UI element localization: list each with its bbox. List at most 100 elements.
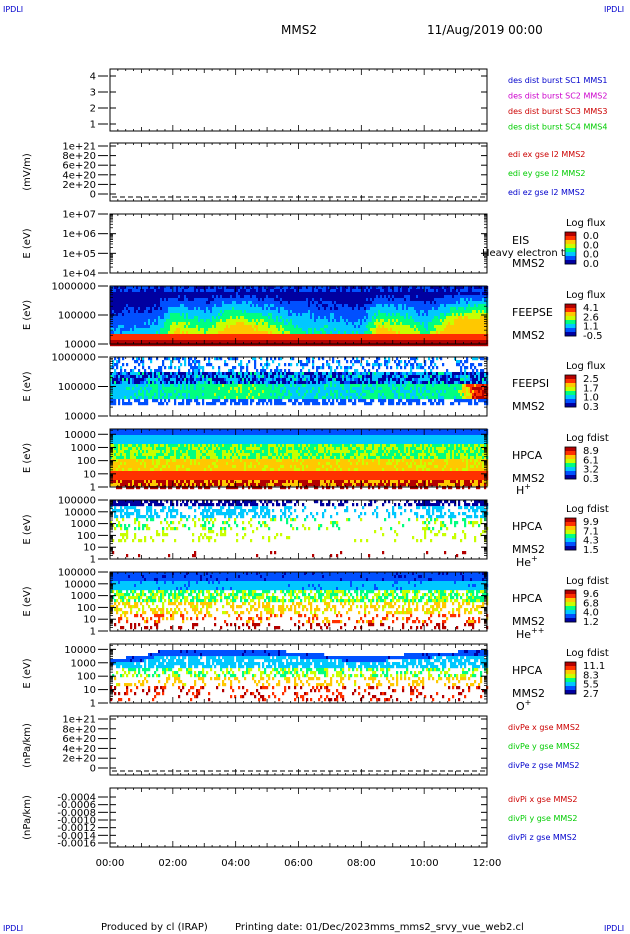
spectrogram-cell	[256, 307, 259, 311]
spectrogram-cell	[164, 366, 167, 370]
spectrogram-cell	[164, 387, 167, 391]
spectrogram-cell	[346, 340, 349, 344]
spectrogram-cell	[418, 286, 421, 290]
spectrogram-cell	[428, 331, 431, 335]
spectrogram-cell	[144, 316, 147, 320]
spectrogram-cell	[134, 331, 137, 335]
spectrogram-cell	[164, 328, 167, 332]
spectrogram-cell	[246, 289, 249, 293]
spectrogram-cell	[160, 396, 163, 400]
spectrogram-cell	[132, 378, 135, 382]
spectrogram-cell	[152, 334, 155, 338]
spectrogram-cell	[320, 295, 323, 299]
spectrogram-cell	[464, 292, 467, 296]
spectrogram-cell	[164, 331, 167, 335]
spectrogram-cell	[170, 343, 173, 347]
spectrogram-cell	[184, 298, 187, 302]
spectrogram-cell	[356, 322, 359, 326]
spectrogram-cell	[180, 343, 183, 347]
spectrogram-cell	[124, 289, 127, 293]
spectrogram-cell	[428, 328, 431, 332]
spectrogram-cell	[466, 322, 469, 326]
spectrogram-cell	[120, 319, 123, 323]
spectrogram-cell	[290, 319, 293, 323]
spectrogram-cell	[178, 393, 181, 397]
spectrogram-cell	[426, 298, 429, 302]
spectrogram-cell	[336, 289, 339, 293]
spectrogram-cell	[470, 310, 473, 314]
spectrogram-cell	[176, 396, 179, 400]
spectrogram-cell	[180, 378, 183, 382]
spectrogram-cell	[418, 334, 421, 338]
spectrogram-cell	[444, 295, 447, 299]
spectrogram-cell	[412, 295, 415, 299]
spectrogram-cell	[474, 337, 477, 341]
spectrogram-cell	[278, 337, 281, 341]
spectrogram-cell	[142, 298, 145, 302]
spectrogram-cell	[282, 313, 285, 317]
spectrogram-cell	[138, 313, 141, 317]
spectrogram-cell	[226, 316, 229, 320]
spectrogram-cell	[212, 316, 215, 320]
spectrogram-cell	[344, 301, 347, 305]
spectrogram-cell	[206, 298, 209, 302]
spectrogram-cell	[168, 372, 171, 376]
spectrogram-cell	[200, 378, 203, 382]
spectrogram-cell	[144, 340, 147, 344]
spectrogram-cell	[120, 381, 123, 385]
spectrogram-cell	[372, 340, 375, 344]
spectrogram-cell	[338, 310, 341, 314]
spectrogram-cell	[174, 399, 177, 403]
spectrogram-cell	[308, 307, 311, 311]
spectrogram-cell	[156, 384, 159, 388]
spectrogram-cell	[140, 337, 143, 341]
spectrogram-cell	[384, 337, 387, 341]
spectrogram-cell	[330, 319, 333, 323]
spectrogram-cell	[152, 286, 155, 290]
spectrogram-cell	[204, 289, 207, 293]
spectrogram-cell	[410, 328, 413, 332]
spectrogram-cell	[276, 319, 279, 323]
spectrogram-cell	[150, 298, 153, 302]
spectrogram-cell	[198, 325, 201, 329]
spectrogram-cell	[336, 328, 339, 332]
spectrogram-cell	[284, 286, 287, 290]
spectrogram-cell	[450, 316, 453, 320]
spectrogram-cell	[374, 331, 377, 335]
spectrogram-cell	[196, 325, 199, 329]
spectrogram-cell	[332, 301, 335, 305]
spectrogram-cell	[244, 334, 247, 338]
spectrogram-cell	[252, 337, 255, 341]
spectrogram-cell	[452, 304, 455, 308]
spectrogram-cell	[118, 399, 121, 403]
spectrogram-cell	[448, 304, 451, 308]
spectrogram-cell	[468, 289, 471, 293]
spectrogram-cell	[150, 328, 153, 332]
spectrogram-cell	[446, 343, 449, 347]
spectrogram-cell	[288, 289, 291, 293]
spectrogram-cell	[274, 295, 277, 299]
spectrogram-cell	[116, 304, 119, 308]
spectrogram-cell	[472, 316, 475, 320]
spectrogram-cell	[312, 304, 315, 308]
spectrogram-cell	[310, 310, 313, 314]
spectrogram-cell	[282, 322, 285, 326]
spectrogram-cell	[170, 307, 173, 311]
spectrogram-cell	[280, 316, 283, 320]
spectrogram-cell	[178, 384, 181, 388]
spectrogram-cell	[290, 301, 293, 305]
spectrogram-cell	[128, 378, 131, 382]
spectrogram-cell	[124, 372, 127, 376]
spectrogram-cell	[412, 307, 415, 311]
spectrogram-cell	[136, 375, 139, 379]
spectrogram-cell	[194, 292, 197, 296]
spectrogram-cell	[152, 316, 155, 320]
spectrogram-cell	[240, 286, 243, 290]
spectrogram-cell	[142, 372, 145, 376]
spectrogram-cell	[240, 316, 243, 320]
spectrogram-cell	[394, 322, 397, 326]
spectrogram-cell	[386, 313, 389, 317]
spectrogram-cell	[442, 316, 445, 320]
spectrogram-cell	[258, 343, 261, 347]
spectrogram-cell	[344, 343, 347, 347]
